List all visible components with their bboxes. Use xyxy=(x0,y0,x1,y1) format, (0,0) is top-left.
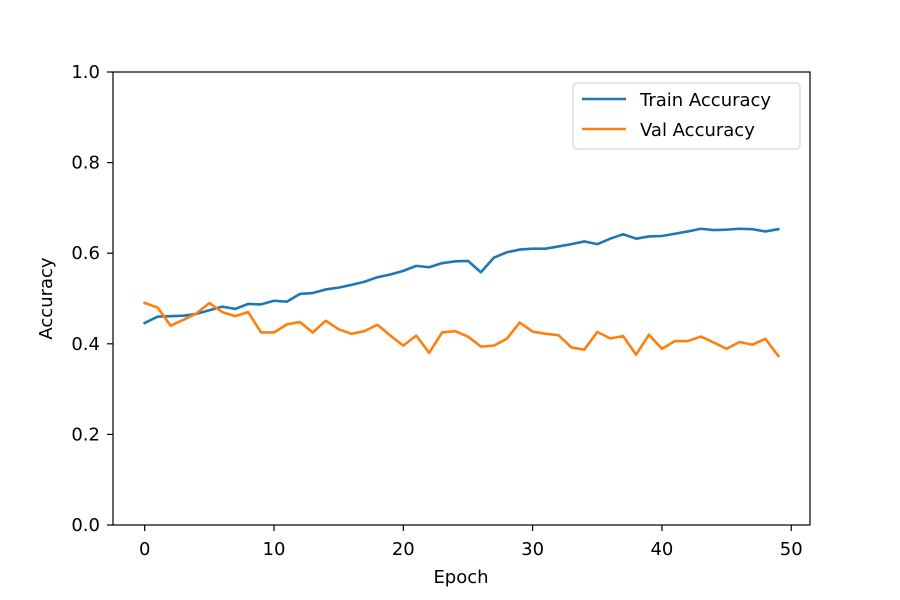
y-axis-ticks: 0.0 0.2 0.4 0.6 0.8 1.0 xyxy=(71,62,113,536)
x-tick-label: 50 xyxy=(780,539,803,560)
y-tick-label: 1.0 xyxy=(71,62,100,83)
axes-frame xyxy=(112,71,811,526)
y-tick-label: 0.0 xyxy=(71,515,100,536)
y-axis-label: Accuracy xyxy=(36,257,57,340)
legend-label-val: Val Accuracy xyxy=(640,120,755,141)
y-tick-label: 0.6 xyxy=(71,243,100,264)
series-layer xyxy=(142,227,781,358)
x-tick-label: 40 xyxy=(650,539,673,560)
x-tick-label: 0 xyxy=(139,539,150,560)
train-accuracy-line xyxy=(142,227,780,325)
x-axis-ticks: 0 10 20 30 40 50 xyxy=(139,525,803,560)
x-axis-label: Epoch xyxy=(433,567,488,588)
legend: Train Accuracy Val Accuracy xyxy=(572,82,801,150)
y-tick-label: 0.4 xyxy=(71,334,100,355)
x-tick-label: 10 xyxy=(263,539,286,560)
y-tick-label: 0.2 xyxy=(71,424,100,445)
x-tick-label: 30 xyxy=(521,539,544,560)
legend-box xyxy=(572,82,801,150)
y-tick-label: 0.8 xyxy=(71,153,100,174)
val-accuracy-line xyxy=(143,301,781,358)
x-tick-label: 20 xyxy=(392,539,415,560)
legend-label-train: Train Accuracy xyxy=(639,90,771,111)
